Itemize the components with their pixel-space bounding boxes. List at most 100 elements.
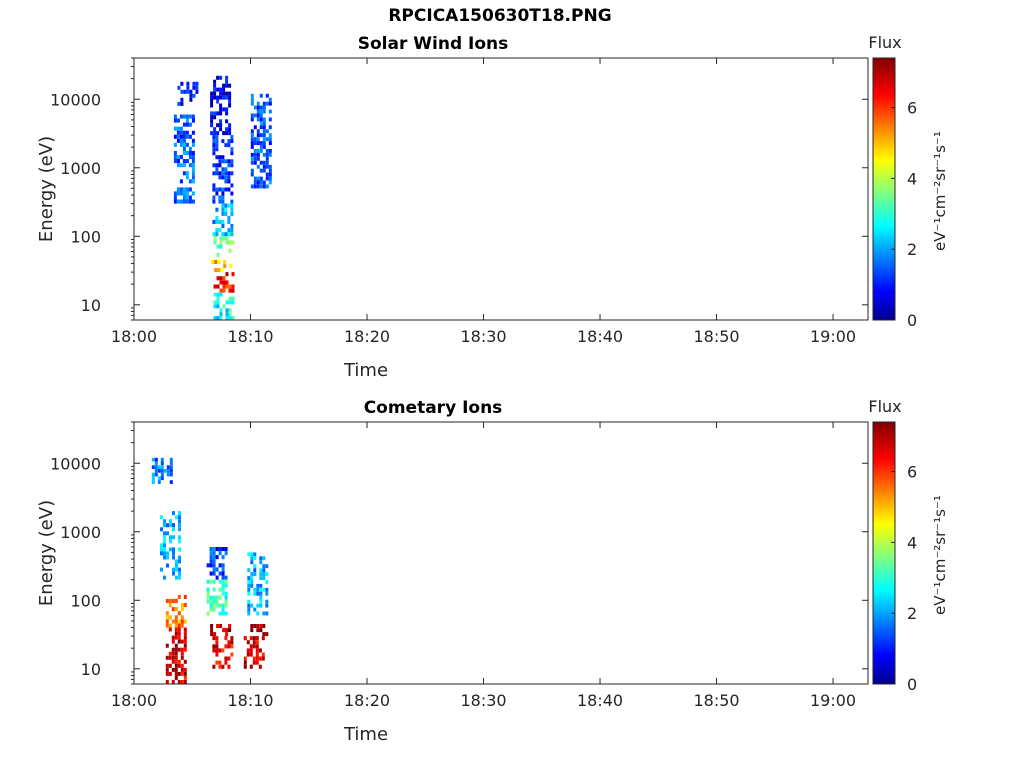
heatmap-cell [183, 659, 187, 664]
x-tick-label: 18:50 [693, 691, 739, 710]
heatmap-cell [265, 164, 269, 169]
heatmap-cell [212, 599, 216, 604]
heatmap-cell [185, 191, 189, 196]
heatmap-cell [259, 176, 263, 181]
heatmap-cell [169, 480, 173, 484]
heatmap-cell [178, 535, 181, 540]
heatmap-cell [154, 457, 158, 462]
x-tick-label: 19:00 [810, 327, 856, 346]
heatmap-cell [210, 99, 214, 104]
heatmap-cell [179, 142, 183, 147]
heatmap-cell [262, 125, 266, 130]
heatmap-cell [225, 91, 229, 96]
heatmap-cell [191, 142, 195, 147]
heatmap-cell [265, 137, 269, 142]
heatmap-cell [230, 224, 234, 229]
heatmap-cell [215, 135, 219, 140]
heatmap-cell [253, 607, 257, 612]
heatmap-cell [225, 280, 229, 285]
heatmap-cell [221, 159, 225, 164]
heatmap-cell [222, 95, 226, 100]
heatmap-cell [218, 155, 222, 160]
heatmap-cell [222, 131, 226, 136]
heatmap-cell [168, 623, 172, 628]
heatmap-cell [225, 272, 229, 277]
heatmap-cell [256, 133, 260, 138]
heatmap-cell [177, 627, 181, 632]
heatmap-cell [221, 547, 225, 552]
heatmap-cell [174, 635, 178, 640]
heatmap-cell [160, 457, 164, 462]
heatmap-cell [173, 150, 177, 155]
heatmap-cell [259, 145, 263, 149]
heatmap-cell [215, 155, 219, 160]
heatmap-cell [262, 101, 266, 106]
heatmap-cell [259, 628, 263, 633]
heatmap-cell [219, 123, 223, 128]
heatmap-cell [180, 667, 184, 672]
heatmap-cell [231, 240, 235, 245]
heatmap-cell [253, 105, 257, 110]
heatmap-cells [151, 457, 269, 684]
heatmap-cell [212, 555, 216, 560]
heatmap-cell [268, 180, 272, 185]
heatmap-cell [228, 284, 232, 289]
heatmap-cell [210, 95, 214, 100]
heatmap-cell [219, 276, 223, 281]
heatmap-cell [224, 211, 228, 216]
heatmap-cell [180, 663, 184, 668]
heatmap-cell [259, 93, 263, 98]
y-tick-label: 1000 [60, 159, 101, 178]
heatmap-cell [183, 680, 187, 684]
heatmap-cell [221, 563, 225, 568]
heatmap-cell [221, 583, 225, 588]
heatmap-cell [188, 195, 192, 200]
heatmap-cell [175, 515, 178, 520]
heatmap-cell [212, 232, 216, 237]
heatmap-cell [225, 107, 229, 112]
heatmap-cell [169, 523, 172, 528]
heatmap-cell [191, 138, 195, 143]
heatmap-cell [215, 139, 219, 144]
heatmap-cell [250, 572, 254, 576]
heatmap-cell [173, 159, 177, 164]
heatmap-cell [188, 163, 192, 168]
heatmap-cell [262, 121, 266, 126]
heatmap-cell [247, 603, 251, 608]
heatmap-cell [218, 199, 222, 204]
heatmap-cell [171, 619, 175, 624]
heatmap-cell [253, 552, 257, 557]
heatmap-cell [174, 607, 178, 612]
heatmap-cell [216, 87, 220, 92]
heatmap-cell [163, 547, 166, 552]
heatmap-cell [230, 232, 234, 237]
heatmap-cell [177, 101, 181, 106]
heatmap-cell [172, 535, 175, 540]
heatmap-cell [218, 563, 222, 568]
heatmap-cell [176, 130, 180, 135]
heatmap-cell [213, 131, 217, 136]
panel-title: Cometary Ions [364, 398, 503, 418]
heatmap-cell [256, 105, 260, 110]
heatmap-cell [250, 624, 254, 628]
heatmap-cell [177, 623, 181, 628]
heatmap-cell [168, 663, 172, 668]
plot-frame [133, 57, 869, 321]
heatmap-cell [222, 304, 226, 309]
heatmap-cell [160, 469, 164, 473]
x-tick-label: 18:30 [460, 327, 506, 346]
heatmap-cell [230, 207, 234, 212]
heatmap-cell [173, 126, 177, 131]
heatmap-cell [256, 137, 260, 142]
heatmap-cell [227, 640, 231, 645]
heatmap-cell [256, 101, 260, 106]
heatmap-cell [192, 93, 196, 98]
heatmap-cell [221, 139, 225, 144]
heatmap-cell [265, 152, 269, 157]
heatmap-cell [256, 180, 260, 185]
heatmap-cell [265, 176, 269, 181]
heatmap-cell [185, 114, 189, 119]
plot-frame [133, 421, 869, 685]
heatmap-cell [247, 580, 251, 584]
heatmap-cell [262, 180, 266, 185]
